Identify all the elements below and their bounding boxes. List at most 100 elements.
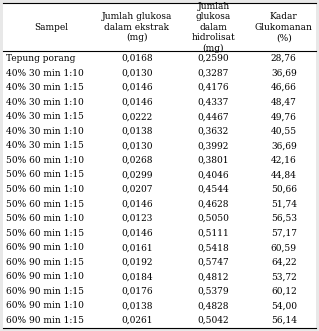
Text: 48,47: 48,47 (271, 98, 297, 107)
Text: 0,4176: 0,4176 (197, 83, 229, 92)
Bar (3, 255, 316, 269)
Bar (3, 168, 316, 182)
Text: 0,3992: 0,3992 (198, 141, 229, 150)
Bar (3, 95, 316, 110)
Text: 0,5418: 0,5418 (197, 243, 229, 252)
Text: 0,0138: 0,0138 (121, 127, 152, 136)
Text: 0,0176: 0,0176 (121, 287, 153, 296)
Bar (3, 3, 316, 51)
Text: 0,4828: 0,4828 (198, 301, 229, 310)
Text: 0,0161: 0,0161 (121, 243, 153, 252)
Bar (3, 197, 316, 211)
Text: 60,59: 60,59 (271, 243, 297, 252)
Text: 60% 90 min 1:10: 60% 90 min 1:10 (6, 243, 84, 252)
Text: 0,0146: 0,0146 (121, 98, 153, 107)
Text: 54,00: 54,00 (271, 301, 297, 310)
Bar (3, 80, 316, 95)
Text: 46,66: 46,66 (271, 83, 297, 92)
Text: 49,76: 49,76 (271, 112, 297, 121)
Text: 0,4337: 0,4337 (198, 98, 229, 107)
Text: Jumlah glukosa
dalam ekstrak
(mg): Jumlah glukosa dalam ekstrak (mg) (102, 12, 172, 42)
Text: 0,5747: 0,5747 (197, 258, 229, 267)
Text: 0,0130: 0,0130 (121, 141, 152, 150)
Text: 0,0299: 0,0299 (121, 170, 152, 179)
Text: 0,0146: 0,0146 (121, 229, 153, 238)
Text: 40% 30 min 1:15: 40% 30 min 1:15 (6, 112, 84, 121)
Text: 0,4046: 0,4046 (197, 170, 229, 179)
Text: 0,4544: 0,4544 (197, 185, 229, 194)
Text: 50% 60 min 1:15: 50% 60 min 1:15 (6, 170, 84, 179)
Text: 44,84: 44,84 (271, 170, 297, 179)
Text: 60% 90 min 1:15: 60% 90 min 1:15 (6, 258, 84, 267)
Text: 40% 30 min 1:10: 40% 30 min 1:10 (6, 127, 84, 136)
Text: 50% 60 min 1:15: 50% 60 min 1:15 (6, 200, 84, 209)
Text: Sampel: Sampel (34, 23, 68, 32)
Text: 40% 30 min 1:10: 40% 30 min 1:10 (6, 69, 84, 78)
Text: 0,0146: 0,0146 (121, 83, 153, 92)
Text: 0,5042: 0,5042 (197, 316, 229, 325)
Text: 40% 30 min 1:15: 40% 30 min 1:15 (6, 83, 84, 92)
Bar (3, 211, 316, 226)
Text: 0,0261: 0,0261 (121, 316, 152, 325)
Text: 36,69: 36,69 (271, 141, 297, 150)
Text: 0,0207: 0,0207 (121, 185, 152, 194)
Text: 0,0168: 0,0168 (121, 54, 153, 63)
Bar (3, 139, 316, 153)
Text: 0,5111: 0,5111 (197, 229, 229, 238)
Text: 0,2590: 0,2590 (197, 54, 229, 63)
Bar (3, 182, 316, 197)
Text: 0,4467: 0,4467 (197, 112, 229, 121)
Text: 28,76: 28,76 (271, 54, 297, 63)
Text: 50,66: 50,66 (271, 185, 297, 194)
Text: 40% 30 min 1:15: 40% 30 min 1:15 (6, 141, 84, 150)
Text: 60% 90 min 1:10: 60% 90 min 1:10 (6, 301, 84, 310)
Text: 0,4628: 0,4628 (198, 200, 229, 209)
Text: 60,12: 60,12 (271, 287, 297, 296)
Text: 0,0222: 0,0222 (121, 112, 152, 121)
Text: Kadar
Glukomanan
(%): Kadar Glukomanan (%) (255, 12, 313, 42)
Text: 0,0192: 0,0192 (121, 258, 152, 267)
Text: 56,14: 56,14 (271, 316, 297, 325)
Text: 42,16: 42,16 (271, 156, 297, 165)
Bar (3, 110, 316, 124)
Bar (3, 66, 316, 80)
Text: 0,4812: 0,4812 (198, 272, 229, 281)
Bar (3, 269, 316, 284)
Text: 50% 60 min 1:10: 50% 60 min 1:10 (6, 185, 84, 194)
Text: 60% 90 min 1:10: 60% 90 min 1:10 (6, 272, 84, 281)
Text: 57,17: 57,17 (271, 229, 297, 238)
Text: 40,55: 40,55 (271, 127, 297, 136)
Text: 0,0268: 0,0268 (121, 156, 152, 165)
Text: 0,0138: 0,0138 (121, 301, 152, 310)
Text: Tepung porang: Tepung porang (6, 54, 75, 63)
Bar (3, 313, 316, 328)
Text: 0,0184: 0,0184 (121, 272, 153, 281)
Bar (3, 124, 316, 139)
Text: 0,3287: 0,3287 (198, 69, 229, 78)
Bar (3, 153, 316, 168)
Text: 56,53: 56,53 (271, 214, 297, 223)
Text: 50% 60 min 1:10: 50% 60 min 1:10 (6, 214, 84, 223)
Bar (3, 284, 316, 299)
Bar (3, 51, 316, 66)
Bar (3, 240, 316, 255)
Text: 36,69: 36,69 (271, 69, 297, 78)
Text: 60% 90 min 1:15: 60% 90 min 1:15 (6, 287, 84, 296)
Text: 0,3632: 0,3632 (198, 127, 229, 136)
Text: 50% 60 min 1:15: 50% 60 min 1:15 (6, 229, 84, 238)
Text: 50% 60 min 1:10: 50% 60 min 1:10 (6, 156, 84, 165)
Text: 64,22: 64,22 (271, 258, 297, 267)
Text: 0,0146: 0,0146 (121, 200, 153, 209)
Text: 53,72: 53,72 (271, 272, 297, 281)
Text: 0,3801: 0,3801 (198, 156, 229, 165)
Text: 0,0123: 0,0123 (121, 214, 152, 223)
Text: 40% 30 min 1:10: 40% 30 min 1:10 (6, 98, 84, 107)
Text: 0,5050: 0,5050 (197, 214, 229, 223)
Bar (3, 226, 316, 240)
Text: 60% 90 min 1:15: 60% 90 min 1:15 (6, 316, 84, 325)
Bar (3, 299, 316, 313)
Text: 51,74: 51,74 (271, 200, 297, 209)
Text: Jumlah
glukosa
dalam
hidrolisat
(mg): Jumlah glukosa dalam hidrolisat (mg) (191, 2, 235, 53)
Text: 0,0130: 0,0130 (121, 69, 152, 78)
Text: 0,5379: 0,5379 (197, 287, 229, 296)
